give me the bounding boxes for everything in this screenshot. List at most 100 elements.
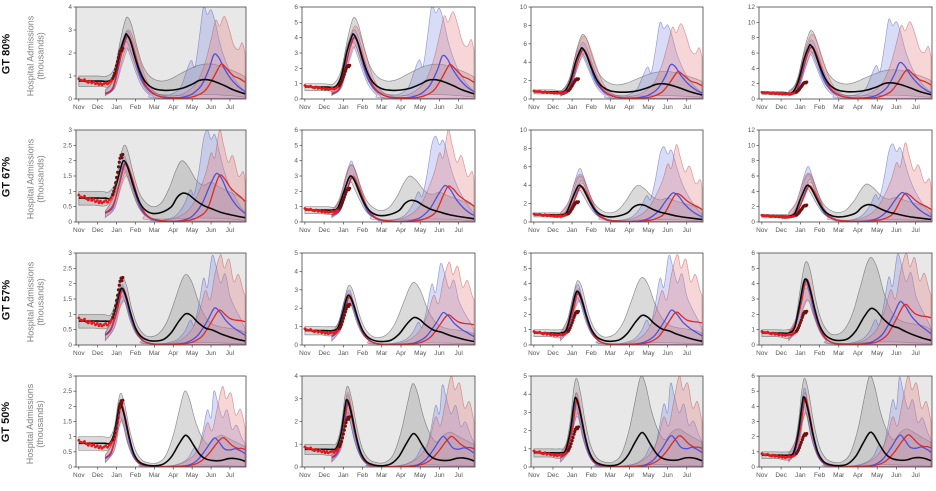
x-tick-label: Jan: [795, 227, 806, 234]
y-tick-label: 1: [294, 324, 298, 331]
x-tick-label: Dec: [318, 350, 330, 357]
x-tick-label: Jul: [226, 350, 235, 357]
x-tick-label: Feb: [586, 227, 598, 234]
x-tick-label: Apr: [168, 227, 179, 234]
observed-surge-dot: [339, 322, 343, 326]
observed-surge-dot: [339, 439, 343, 444]
observed-data-dot: [83, 317, 86, 321]
black-model-line: [761, 395, 932, 467]
y-tick-label: 10: [748, 142, 756, 149]
observed-surge-dot: [343, 310, 347, 314]
x-tick-label: May: [414, 472, 427, 479]
observed-data-dot: [92, 320, 95, 324]
observed-surge-dot: [576, 425, 580, 429]
chart-canvas: 0 2 4 6 8 10 12 Nov Dec Jan Feb Mar Apr May Jun Jul: [748, 127, 933, 234]
observed-surge-dot: [117, 160, 121, 164]
x-tick-label: Apr: [853, 227, 864, 234]
x-tick-label: Jun: [206, 104, 217, 111]
x-tick-label: Nov: [756, 104, 768, 111]
observed-data-dot: [92, 80, 95, 84]
y-tick-label: 1: [294, 204, 298, 211]
x-tick-label: Jun: [662, 472, 673, 479]
y-tick-label: 0: [523, 464, 527, 471]
x-tick-label: Jul: [226, 104, 235, 111]
x-tick-label: Feb: [357, 350, 369, 357]
chart-panel-gt-80-col4: 0 2 4 6 8 10 12 Nov Dec Jan Feb Mar Apr May Jun Jul: [707, 0, 936, 123]
x-tick-label: Jun: [891, 104, 902, 111]
observed-surge-dot: [116, 60, 120, 64]
observed-surge-dot: [342, 313, 346, 317]
observed-surge-dot: [348, 415, 352, 419]
x-tick-label: Apr: [853, 472, 864, 479]
y-axis-label: Hospital Admissions (thousands): [25, 15, 46, 96]
y-tick-label: 5: [523, 265, 527, 272]
x-tick-label: Jun: [434, 104, 445, 111]
observed-data-dot: [83, 194, 86, 198]
x-tick-label: Jan: [795, 104, 806, 111]
x-tick-label: May: [414, 227, 427, 234]
x-tick-label: Apr: [168, 104, 179, 111]
chart-panel-gt-57-col4: 0 1 2 3 4 5 6 Nov Dec Jan Feb Mar Apr May Jun Jul: [707, 246, 936, 369]
y-tick-label: 4: [751, 403, 755, 410]
red-model-line: [104, 35, 246, 99]
observed-surge-dot: [116, 288, 121, 292]
observed-surge-dot: [116, 165, 121, 169]
x-tick-label: Apr: [168, 472, 179, 479]
observed-surge-dot: [117, 406, 121, 410]
y-tick-label: 2.5: [63, 265, 72, 272]
x-tick-label: May: [642, 472, 655, 479]
x-tick-label: May: [642, 350, 655, 357]
x-tick-label: Mar: [605, 227, 617, 234]
y-tick-label: 6: [751, 173, 755, 180]
y-tick-label: 3: [68, 250, 72, 257]
observed-surge-dot: [799, 318, 803, 322]
observed-surge-dot: [348, 302, 352, 307]
y-tick-label: 4: [523, 182, 527, 189]
observed-surge-dot: [112, 189, 116, 193]
x-tick-label: Jul: [455, 350, 464, 357]
black-model-line: [533, 396, 703, 467]
x-tick-label: Jul: [226, 472, 235, 479]
y-tick-label: 0: [294, 464, 298, 471]
observed-surge-dot: [114, 181, 118, 185]
y-tick-label: 6: [751, 50, 755, 57]
y-tick-label: 1: [751, 449, 755, 456]
y-tick-label: 3: [751, 419, 755, 426]
x-tick-label: Jul: [455, 104, 464, 111]
x-tick-label: Jun: [891, 350, 902, 357]
x-tick-label: Feb: [814, 104, 826, 111]
observed-data-dot: [77, 438, 81, 442]
x-tick-label: Mar: [833, 350, 845, 357]
x-tick-label: Mar: [376, 227, 388, 234]
y-tick-label: 0: [523, 219, 527, 226]
observed-surge-dot: [116, 416, 120, 420]
y-tick-label: 0: [751, 219, 755, 226]
x-tick-label: Jan: [338, 104, 349, 111]
y-tick-label: 1.5: [63, 173, 72, 180]
y-tick-label: 0: [68, 219, 72, 226]
observed-data-dot: [547, 452, 551, 455]
observed-data-dot: [543, 451, 547, 455]
observed-surge-dot: [342, 72, 346, 76]
observed-data-dot: [88, 319, 92, 323]
black-model-line: [761, 184, 932, 221]
chart-canvas: 0 1 2 3 4 5 6 Nov Dec Jan Feb Mar Apr May Jun Jul: [294, 4, 476, 111]
x-tick-label: Nov: [73, 350, 85, 357]
y-tick-label: 1: [751, 327, 755, 334]
x-tick-label: Mar: [376, 350, 388, 357]
observed-surge-dot: [111, 315, 115, 319]
black-model-line: [304, 33, 475, 95]
observed-surge-dot: [576, 200, 580, 204]
x-tick-label: Feb: [814, 472, 826, 479]
x-tick-label: Jun: [891, 227, 902, 234]
y-tick-label: 3: [523, 296, 527, 303]
observed-surge-dot: [571, 318, 575, 322]
y-tick-label: 1: [68, 311, 72, 318]
observed-data-dot: [318, 448, 322, 452]
y-tick-label: 3: [68, 373, 72, 380]
observed-surge-dot: [120, 401, 124, 405]
black-model-line: [78, 33, 246, 95]
x-tick-label: Jan: [338, 227, 349, 234]
observed-surge-dot: [113, 186, 117, 190]
y-tick-label: 3: [294, 287, 298, 294]
